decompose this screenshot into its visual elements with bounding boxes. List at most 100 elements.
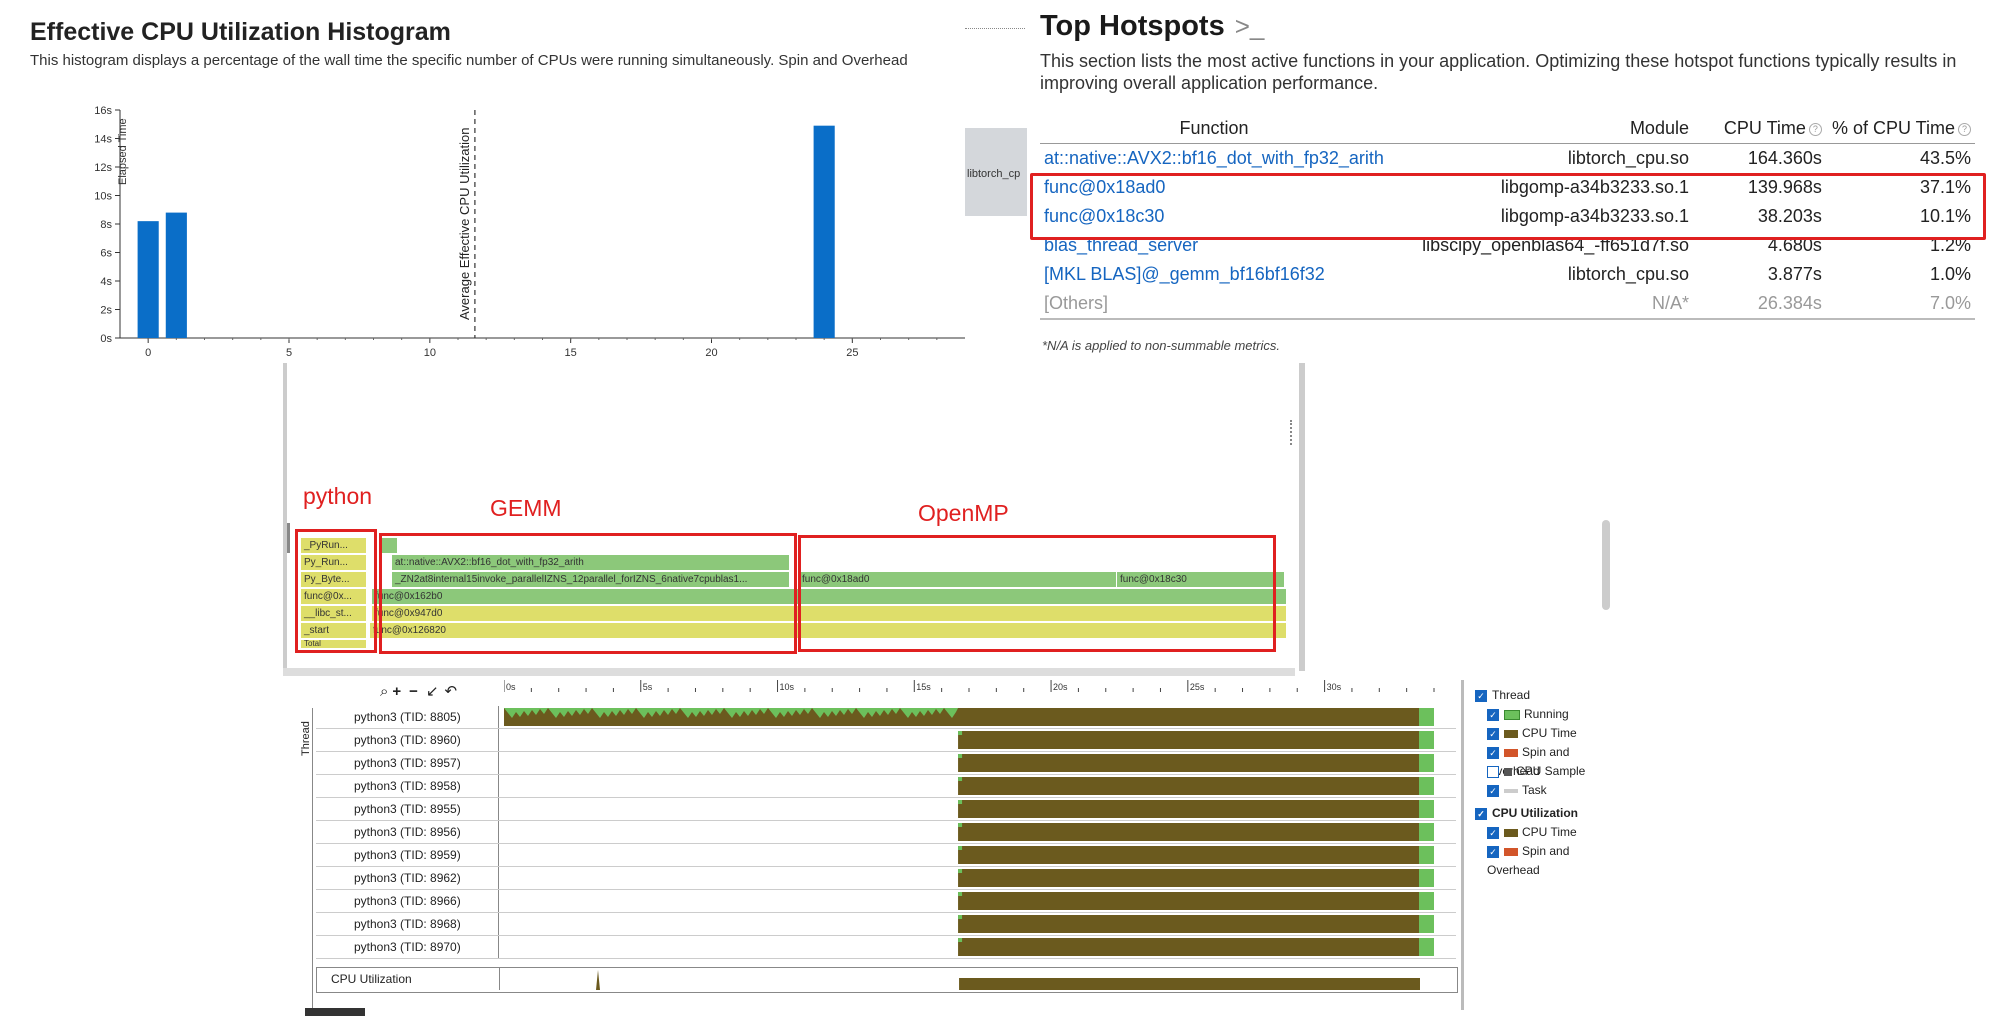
table-row[interactable]: blas_thread_server libscipy_openblas64_-f… xyxy=(1040,231,1975,260)
thread-axis: Thread xyxy=(298,708,313,1008)
terminal-prompt-icon[interactable]: >_ xyxy=(1234,11,1265,41)
thread-row[interactable]: python3 (TID: 8960) xyxy=(316,729,1456,752)
column-header-cpu-time[interactable]: CPU Time? xyxy=(1692,114,1826,144)
flame-frame-func-18c30[interactable]: func@0x18c30 xyxy=(1117,572,1285,587)
hotspots-table: Function Module CPU Time? % of CPU Time?… xyxy=(1040,114,1975,320)
flame-frame-func-162b0[interactable]: func@0x162b0 xyxy=(372,589,1287,604)
cpu-utilization-track[interactable] xyxy=(505,968,1457,990)
flame-frame-invoke-parallel[interactable]: _ZN2at8internal15invoke_parallelIZNS_12p… xyxy=(392,572,790,587)
flame-frame-left[interactable]: Total xyxy=(301,640,367,648)
cell-function[interactable]: func@0x18c30 xyxy=(1044,206,1165,226)
flame-frame-left[interactable]: Py_Byte... xyxy=(301,572,367,587)
checkbox-checked-icon[interactable]: ✓ xyxy=(1487,784,1499,797)
thread-track[interactable] xyxy=(504,844,1456,866)
legend-cpu-utilization[interactable]: ✓ CPU Utilization xyxy=(1475,804,1620,823)
legend-cpu-time[interactable]: ✓ CPU Time xyxy=(1475,724,1620,743)
cell-function[interactable]: func@0x18ad0 xyxy=(1044,177,1166,197)
flame-frame-func-18ad0[interactable]: func@0x18ad0 xyxy=(799,572,1117,587)
checkbox-checked-icon[interactable]: ✓ xyxy=(1475,807,1487,820)
legend-task[interactable]: ✓ Task xyxy=(1475,781,1620,800)
flame-frame-func-126820[interactable]: func@0x126820 xyxy=(370,623,1287,638)
running-band-end xyxy=(1419,938,1434,956)
histogram-bar[interactable] xyxy=(137,221,159,338)
thread-row[interactable]: python3 (TID: 8955) xyxy=(316,798,1456,821)
cell-pct: 1.0% xyxy=(1929,264,1971,284)
legend-cpu-sample[interactable]: CPU Sample xyxy=(1475,762,1620,781)
flame-frame-small[interactable] xyxy=(392,538,398,553)
thread-track[interactable] xyxy=(504,913,1456,935)
thread-track[interactable] xyxy=(504,890,1456,912)
thread-track[interactable] xyxy=(504,775,1456,797)
thread-row[interactable]: python3 (TID: 8970) xyxy=(316,936,1456,959)
zoom-in-icon[interactable]: + xyxy=(392,683,402,700)
table-row[interactable]: [Others] N/A* 26.384s 7.0% xyxy=(1040,289,1975,320)
histogram-bar[interactable] xyxy=(165,212,187,338)
splitter[interactable] xyxy=(283,668,1295,676)
timeline-scrollbar[interactable] xyxy=(1461,680,1464,1010)
legend-spin-2[interactable]: ✓ Spin and Overhead xyxy=(1475,842,1620,877)
cell-function[interactable]: [Others] xyxy=(1040,289,1388,320)
checkbox-checked-icon[interactable]: ✓ xyxy=(1487,845,1499,858)
flame-frame-func-947d0[interactable]: func@0x947d0 xyxy=(372,606,1287,621)
table-row[interactable]: [MKL BLAS]@_gemm_bf16bf16f32 libtorch_cpu… xyxy=(1040,260,1975,289)
flame-frame-left[interactable]: _start xyxy=(301,623,367,638)
table-row[interactable]: func@0x18c30 libgomp-a34b3233.so.1 38.203s… xyxy=(1040,202,1975,231)
cell-function[interactable]: at::native::AVX2::bf16_dot_with_fp32_ari… xyxy=(1044,148,1384,168)
zoom-out-icon[interactable]: − xyxy=(409,683,418,700)
legend-thread[interactable]: ✓ Thread xyxy=(1475,686,1620,705)
cpu-utilization-row[interactable]: CPU Utilization xyxy=(316,967,1458,993)
thread-row[interactable]: python3 (TID: 8968) xyxy=(316,913,1456,936)
thread-track[interactable] xyxy=(504,752,1456,774)
help-icon[interactable]: ? xyxy=(1958,122,1971,136)
search-icon[interactable]: ⌕ xyxy=(380,683,389,700)
thread-track[interactable] xyxy=(504,706,1456,728)
checkbox-checked-icon[interactable]: ✓ xyxy=(1475,689,1487,702)
checkbox-checked-icon[interactable]: ✓ xyxy=(1487,826,1499,839)
checkbox-checked-icon[interactable]: ✓ xyxy=(1487,727,1499,740)
thread-row[interactable]: python3 (TID: 8966) xyxy=(316,890,1456,913)
thread-label: python3 (TID: 8968) xyxy=(316,913,499,935)
checkbox-checked-icon[interactable]: ✓ xyxy=(1487,746,1499,759)
thread-track[interactable] xyxy=(504,936,1456,958)
undo-zoom-icon[interactable]: ↶ xyxy=(444,683,458,700)
flame-frame-left[interactable]: Py_Run... xyxy=(301,555,367,570)
flame-frame-left[interactable]: __libc_st... xyxy=(301,606,367,621)
thread-track[interactable] xyxy=(504,729,1456,751)
column-header-function[interactable]: Function xyxy=(1040,114,1388,144)
running-band-end xyxy=(1419,915,1434,933)
cell-cpu-time: 4.680s xyxy=(1767,235,1822,255)
column-header-pct-cpu-time[interactable]: % of CPU Time? xyxy=(1825,114,1975,144)
checkbox-checked-icon[interactable]: ✓ xyxy=(1487,708,1499,721)
checkbox-unchecked-icon[interactable] xyxy=(1487,765,1499,778)
thread-row[interactable]: python3 (TID: 8805) xyxy=(316,706,1456,729)
flame-scrollbar[interactable] xyxy=(1602,520,1610,610)
legend-cpu-time-2[interactable]: ✓ CPU Time xyxy=(1475,823,1620,842)
legend-spin[interactable]: ✓ Spin and Overhead xyxy=(1475,743,1620,778)
thread-row[interactable]: python3 (TID: 8959) xyxy=(316,844,1456,867)
flame-frame-left[interactable]: func@0x... xyxy=(301,589,367,604)
flame-frame-left[interactable]: _PyRun... xyxy=(301,538,367,553)
help-icon[interactable]: ? xyxy=(1808,122,1822,136)
table-row[interactable]: func@0x18ad0 libgomp-a34b3233.so.1 139.968… xyxy=(1040,173,1975,202)
table-row[interactable]: at::native::AVX2::bf16_dot_with_fp32_ari… xyxy=(1040,144,1975,174)
histogram-bar[interactable] xyxy=(813,125,835,338)
thread-row[interactable]: python3 (TID: 8957) xyxy=(316,752,1456,775)
scroll-indicator[interactable] xyxy=(287,523,290,553)
resize-handle[interactable] xyxy=(1290,420,1296,445)
flame-frame-avx2-dot[interactable]: at::native::AVX2::bf16_dot_with_fp32_ari… xyxy=(392,555,790,570)
cell-function[interactable]: [MKL BLAS]@_gemm_bf16bf16f32 xyxy=(1044,264,1325,284)
thread-row[interactable]: python3 (TID: 8962) xyxy=(316,867,1456,890)
legend-cpu-sample-label: CPU Sample xyxy=(1516,764,1586,778)
thread-row[interactable]: python3 (TID: 8958) xyxy=(316,775,1456,798)
column-header-module[interactable]: Module xyxy=(1387,114,1693,144)
zoom-fit-icon[interactable]: ↙ xyxy=(425,683,439,700)
thread-row[interactable]: python3 (TID: 8956) xyxy=(316,821,1456,844)
thread-track[interactable] xyxy=(504,798,1456,820)
x-tick-label: 25 xyxy=(846,347,858,359)
legend-thread-label: Thread xyxy=(1492,688,1531,702)
scroll-thumb[interactable] xyxy=(305,1008,365,1016)
thread-track[interactable] xyxy=(504,821,1456,843)
cell-function[interactable]: blas_thread_server xyxy=(1044,235,1199,255)
legend-running[interactable]: ✓ Running xyxy=(1475,705,1620,724)
thread-track[interactable] xyxy=(504,867,1456,889)
